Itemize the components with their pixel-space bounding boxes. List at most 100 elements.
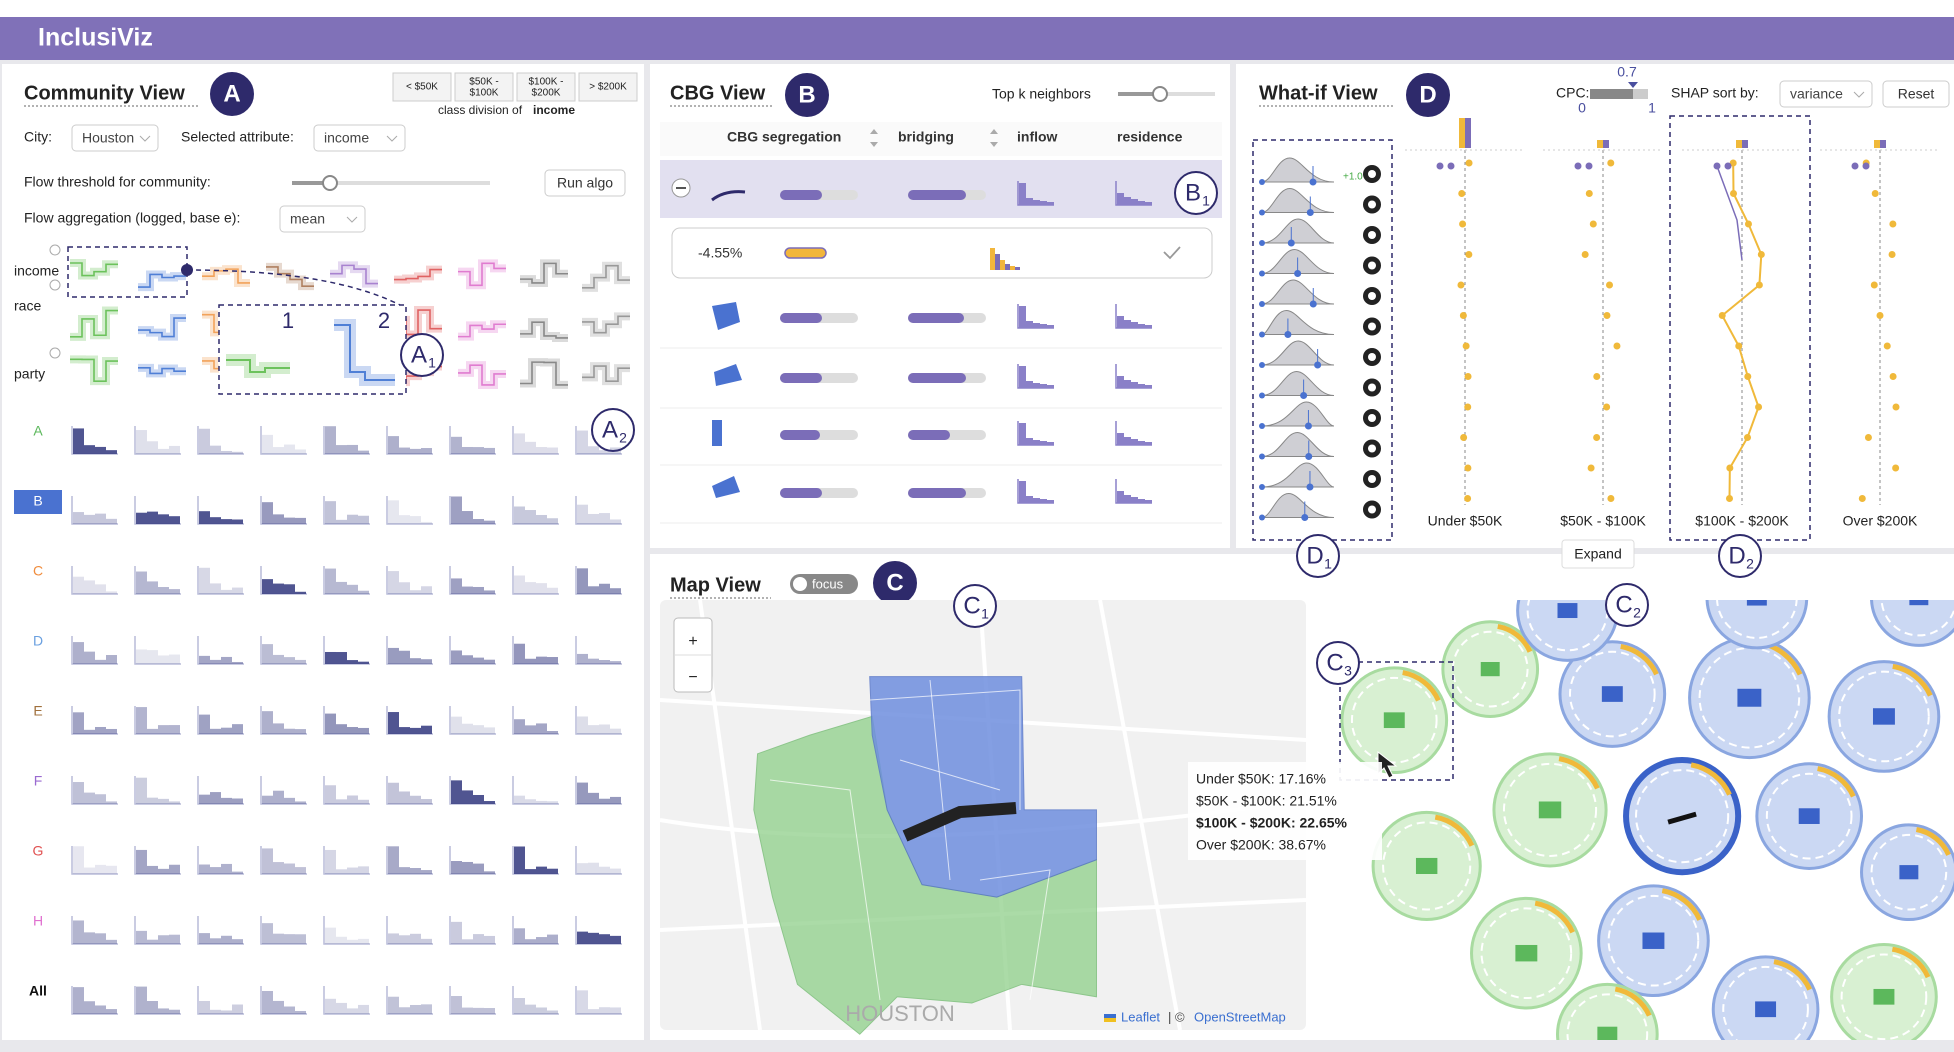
- mini-bar: [210, 445, 221, 454]
- attribution-link[interactable]: Leaflet: [1121, 1009, 1160, 1024]
- mini-bar: [262, 434, 273, 454]
- mini-bar: [232, 871, 243, 874]
- mini-bar: [106, 801, 117, 804]
- badge-circle: [210, 72, 254, 116]
- mini-axis: [197, 636, 244, 665]
- mini-bar: [473, 934, 484, 944]
- dropdown[interactable]: [1779, 80, 1873, 108]
- mini-bar: [95, 726, 106, 734]
- callout: 2: [378, 308, 390, 333]
- slider-knob[interactable]: [322, 175, 338, 191]
- mini-bar: [1138, 499, 1145, 503]
- mini-axis: [134, 566, 181, 595]
- mini-bar: [473, 657, 484, 664]
- dropdown[interactable]: [71, 124, 159, 152]
- mini-bar: [1019, 366, 1026, 388]
- bubble-shape: [1538, 801, 1562, 819]
- baseline-dot: [1259, 514, 1265, 521]
- column-header[interactable]: segregation: [762, 129, 841, 145]
- mini-bar: [221, 519, 232, 524]
- c3-box: [1339, 661, 1454, 781]
- toggle-label[interactable]: focus: [812, 576, 844, 591]
- bubble-shape: [1873, 988, 1895, 1005]
- shap-dot-base: [1585, 162, 1593, 170]
- mini-bar: [1033, 440, 1040, 445]
- cbg-bubble[interactable]: [1711, 955, 1820, 1052]
- mini-bar: [273, 1000, 284, 1014]
- cbg-bubble[interactable]: [1870, 551, 1954, 647]
- baseline-dot: [1259, 270, 1265, 277]
- dropdown[interactable]: [313, 124, 406, 152]
- dropdown-value: mean: [290, 211, 325, 227]
- community-label[interactable]: All: [29, 983, 47, 999]
- bubble-shape: [1601, 686, 1623, 702]
- mini-bar: [1033, 200, 1040, 205]
- dropdown[interactable]: [279, 205, 366, 233]
- mini-axis: [71, 636, 118, 665]
- community-label[interactable]: C: [33, 563, 43, 579]
- bubble-arc: [1627, 761, 1737, 871]
- badge-letter: C: [1615, 591, 1632, 618]
- mini-axis: [260, 426, 307, 455]
- mini-bar: [1145, 325, 1152, 328]
- cpc-marker[interactable]: [1628, 82, 1638, 88]
- mini-axis: [323, 566, 370, 595]
- mini-bar: [410, 933, 421, 944]
- mini-bar: [221, 656, 232, 664]
- zoom-out[interactable]: −: [688, 669, 697, 686]
- selected-community[interactable]: [14, 490, 62, 514]
- community-label[interactable]: G: [33, 843, 44, 859]
- shap-bar: [1742, 140, 1748, 148]
- feature-icon-inner: [1368, 414, 1376, 422]
- button[interactable]: [544, 169, 626, 197]
- community-label[interactable]: D: [33, 633, 43, 649]
- community-label[interactable]: H: [33, 913, 43, 929]
- mini-bar: [169, 801, 180, 804]
- column-header[interactable]: bridging: [898, 129, 954, 145]
- community-label[interactable]: F: [34, 773, 43, 789]
- mini-bar: [588, 586, 599, 594]
- selected-row[interactable]: [660, 160, 1222, 218]
- mini-bar: [232, 939, 243, 944]
- community-label[interactable]: E: [33, 703, 42, 719]
- class-column-label: Under $50K: [1428, 513, 1503, 529]
- district-border: [769, 779, 881, 1001]
- slider-knob[interactable]: [1152, 86, 1168, 102]
- shap-bar: [1736, 140, 1742, 148]
- shap-dot: [1587, 464, 1595, 472]
- mini-bar: [547, 1010, 558, 1014]
- mini-bar: [95, 933, 106, 944]
- mini-axis: [260, 986, 307, 1015]
- zoom-in[interactable]: +: [688, 633, 697, 650]
- bubble-inner-ring: [1566, 993, 1649, 1040]
- mini-bar: [1040, 201, 1047, 205]
- value-dot: [1314, 361, 1322, 369]
- cbg-bubble[interactable]: [1705, 548, 1809, 650]
- blue-region: [869, 676, 1097, 898]
- mini-bar: [199, 864, 210, 874]
- mini-bar: [106, 865, 117, 874]
- mini-bar: [295, 1010, 306, 1014]
- mini-axis: [134, 636, 181, 665]
- value-dot: [1305, 453, 1313, 460]
- button-label[interactable]: Reset: [1898, 86, 1935, 102]
- button[interactable]: [1882, 80, 1950, 108]
- mini-bar: [84, 867, 95, 874]
- bridging-bar: [908, 190, 966, 200]
- mini-bar: [136, 430, 147, 454]
- mini-bar: [1033, 383, 1040, 388]
- community-label[interactable]: A: [33, 423, 43, 439]
- attribution-link[interactable]: OpenStreetMap: [1194, 1009, 1286, 1024]
- mini-bar: [73, 712, 84, 734]
- button-label[interactable]: Run algo: [557, 175, 613, 191]
- segregation-bar: [780, 430, 820, 440]
- mini-bar: [199, 567, 210, 594]
- community-label[interactable]: B: [33, 493, 42, 509]
- mini-bar: [106, 939, 117, 944]
- mini-bar: [221, 1010, 232, 1014]
- mini-bar: [536, 937, 547, 944]
- focus-toggle[interactable]: [790, 574, 858, 594]
- mini-bar: [525, 441, 536, 454]
- mini-bar: [136, 512, 147, 524]
- shap-dot: [1585, 190, 1593, 197]
